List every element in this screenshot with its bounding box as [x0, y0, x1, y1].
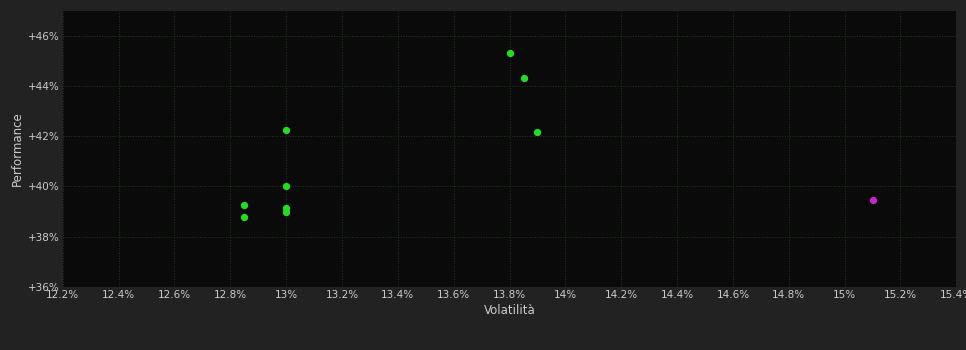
Point	[516, 76, 531, 81]
Y-axis label: Performance: Performance	[11, 111, 24, 186]
Point	[237, 214, 252, 219]
X-axis label: Volatilità: Volatilità	[484, 304, 535, 317]
Point	[529, 130, 545, 135]
Point	[278, 205, 294, 211]
Point	[865, 197, 880, 203]
Point	[278, 209, 294, 215]
Point	[278, 184, 294, 189]
Point	[278, 127, 294, 133]
Point	[502, 50, 518, 56]
Point	[237, 203, 252, 208]
